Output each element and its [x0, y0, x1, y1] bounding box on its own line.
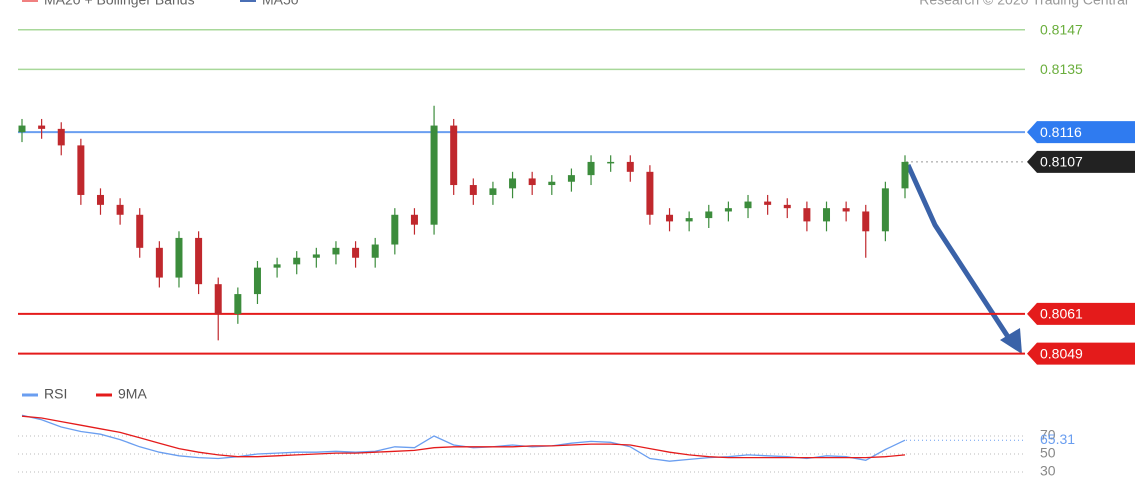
y-tick-label: 70	[1040, 427, 1056, 443]
candle-body	[312, 254, 320, 258]
candle-body	[273, 264, 281, 268]
candle-body	[450, 125, 458, 186]
candle-body	[783, 204, 791, 209]
level-label: 0.8049	[1040, 345, 1083, 361]
candle-body	[195, 237, 203, 285]
candle-body	[77, 145, 85, 195]
candle-body	[803, 208, 811, 222]
candle-body	[842, 208, 850, 212]
level-label: 0.8135	[1040, 61, 1083, 77]
candle-body	[509, 178, 517, 189]
candle-body	[430, 125, 438, 225]
candle-body	[469, 185, 477, 195]
level-label-box	[1027, 121, 1135, 144]
level-label: 0.8116	[1040, 124, 1082, 140]
candle-body	[666, 214, 674, 222]
candle-body	[371, 244, 379, 258]
candle-body	[391, 214, 399, 245]
forecast-arrow-head	[1000, 328, 1022, 354]
candle-body	[567, 175, 575, 182]
legend-label: 9MA	[118, 386, 147, 402]
level-label-box	[1027, 302, 1135, 325]
candle-body	[862, 211, 870, 232]
candle-body	[57, 128, 65, 146]
legend-label: MA20 + Bollinger Bands	[44, 0, 195, 8]
y-tick-label: 30	[1040, 463, 1056, 479]
candle-body	[901, 161, 909, 189]
candle-body	[214, 284, 222, 314]
candle-body	[587, 161, 595, 176]
candle-body	[234, 294, 242, 314]
candle-body	[136, 214, 144, 248]
candle-body	[410, 214, 418, 225]
candle-body	[881, 188, 889, 232]
candle-body	[705, 211, 713, 219]
y-tick-label: 50	[1040, 445, 1056, 461]
level-label-box	[1027, 150, 1135, 173]
candle-body	[685, 218, 693, 222]
rsi-ma-line	[21, 415, 906, 459]
candle-body	[18, 125, 26, 133]
candle-body	[489, 188, 497, 195]
candle-body	[175, 237, 183, 278]
candle-body	[253, 267, 261, 295]
rsi-last-label: 65.31	[1040, 431, 1075, 447]
level-label: 0.8061	[1040, 306, 1083, 322]
candle-body	[352, 247, 360, 258]
candle-body	[744, 201, 752, 209]
level-label: 0.8107	[1040, 154, 1083, 170]
legend-label: MA50	[262, 0, 299, 8]
candle-body	[293, 257, 301, 265]
candle-body	[116, 204, 124, 215]
candle-body	[607, 161, 615, 164]
candle-body	[96, 194, 104, 205]
level-label-box	[1027, 342, 1135, 365]
legend-label: RSI	[44, 386, 67, 402]
candle-body	[548, 181, 556, 186]
candle-body	[646, 171, 654, 215]
source: Research © 2020 Trading Central	[919, 0, 1128, 8]
candle-body	[38, 125, 46, 129]
candle-body	[724, 208, 732, 212]
candle-body	[332, 247, 340, 255]
candle-body	[528, 178, 536, 186]
candle-body	[626, 161, 634, 172]
candle-body	[764, 201, 772, 205]
level-label: 0.8147	[1040, 21, 1083, 37]
candle-body	[155, 247, 163, 278]
forecast-arrow	[905, 163, 1015, 345]
candle-body	[823, 208, 831, 222]
